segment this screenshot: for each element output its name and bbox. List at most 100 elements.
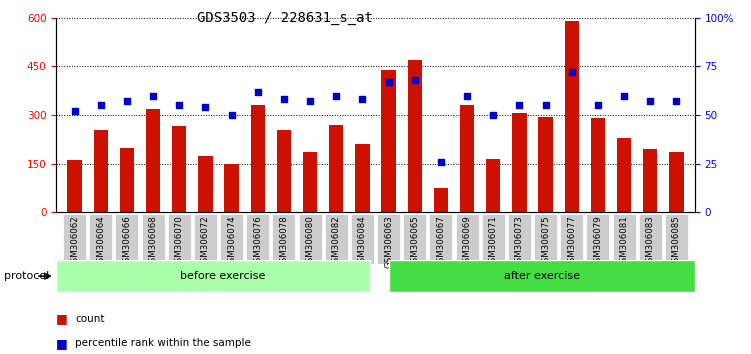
- Bar: [276, 130, 291, 212]
- Bar: [56, 260, 370, 292]
- Bar: [613, 214, 635, 264]
- Text: GSM306063: GSM306063: [384, 216, 393, 268]
- Bar: [638, 214, 662, 264]
- Point: [618, 93, 630, 98]
- Text: GSM306066: GSM306066: [122, 216, 131, 268]
- Point: [382, 79, 394, 85]
- Point: [539, 103, 551, 108]
- Bar: [643, 149, 657, 212]
- Bar: [273, 214, 295, 264]
- Point: [330, 93, 342, 98]
- Text: GSM306062: GSM306062: [70, 216, 79, 268]
- Bar: [142, 214, 164, 264]
- Text: GSM306069: GSM306069: [463, 216, 472, 268]
- Text: after exercise: after exercise: [504, 271, 580, 281]
- Bar: [560, 214, 584, 264]
- Point: [304, 98, 316, 104]
- Bar: [119, 148, 134, 212]
- Bar: [486, 159, 500, 212]
- Bar: [587, 214, 609, 264]
- Point: [461, 93, 473, 98]
- Bar: [167, 214, 191, 264]
- Bar: [172, 126, 186, 212]
- Bar: [246, 214, 270, 264]
- Bar: [377, 214, 400, 264]
- Point: [121, 98, 133, 104]
- Text: GSM306085: GSM306085: [672, 216, 681, 268]
- Text: GSM306075: GSM306075: [541, 216, 550, 268]
- Text: percentile rank within the sample: percentile rank within the sample: [75, 338, 251, 348]
- Bar: [430, 214, 452, 264]
- Text: count: count: [75, 314, 104, 324]
- Point: [173, 103, 185, 108]
- Point: [357, 97, 369, 102]
- Bar: [299, 214, 321, 264]
- Point: [435, 159, 447, 165]
- Text: GSM306080: GSM306080: [306, 216, 315, 268]
- Text: GSM306084: GSM306084: [358, 216, 367, 268]
- Text: GSM306072: GSM306072: [201, 216, 210, 268]
- Text: ■: ■: [56, 312, 68, 325]
- Bar: [68, 160, 82, 212]
- Bar: [456, 214, 478, 264]
- Bar: [408, 60, 422, 212]
- Text: GSM306083: GSM306083: [646, 216, 655, 268]
- Text: GSM306074: GSM306074: [227, 216, 236, 268]
- Point: [252, 89, 264, 95]
- Text: GSM306081: GSM306081: [620, 216, 629, 268]
- Bar: [225, 164, 239, 212]
- Text: protocol: protocol: [4, 271, 49, 281]
- Bar: [220, 214, 243, 264]
- Bar: [508, 214, 531, 264]
- Bar: [434, 188, 448, 212]
- Point: [95, 103, 107, 108]
- Bar: [251, 105, 265, 212]
- Bar: [481, 214, 505, 264]
- Bar: [94, 130, 108, 212]
- Point: [592, 103, 604, 108]
- Bar: [617, 138, 632, 212]
- Text: GSM306064: GSM306064: [96, 216, 105, 268]
- Point: [278, 97, 290, 102]
- Text: GSM306077: GSM306077: [567, 216, 576, 268]
- Bar: [355, 144, 369, 212]
- Point: [514, 103, 526, 108]
- Bar: [460, 105, 475, 212]
- Bar: [351, 214, 374, 264]
- Text: before exercise: before exercise: [179, 271, 265, 281]
- Text: ■: ■: [56, 337, 68, 350]
- Bar: [198, 156, 213, 212]
- Bar: [565, 21, 579, 212]
- Bar: [146, 109, 160, 212]
- Bar: [324, 214, 348, 264]
- Bar: [538, 117, 553, 212]
- Text: GSM306070: GSM306070: [175, 216, 184, 268]
- Bar: [303, 152, 317, 212]
- Bar: [591, 118, 605, 212]
- Bar: [403, 214, 427, 264]
- Text: GDS3503 / 228631_s_at: GDS3503 / 228631_s_at: [198, 11, 373, 25]
- Bar: [388, 260, 695, 292]
- Point: [200, 104, 212, 110]
- Point: [147, 93, 159, 98]
- Bar: [329, 125, 343, 212]
- Text: GSM306082: GSM306082: [332, 216, 341, 268]
- Point: [225, 112, 237, 118]
- Point: [671, 98, 683, 104]
- Point: [409, 77, 421, 83]
- Bar: [382, 70, 396, 212]
- Bar: [669, 152, 683, 212]
- Point: [487, 112, 499, 118]
- Text: GSM306078: GSM306078: [279, 216, 288, 268]
- Point: [68, 108, 80, 114]
- Text: GSM306067: GSM306067: [436, 216, 445, 268]
- Text: GSM306076: GSM306076: [253, 216, 262, 268]
- Text: GSM306079: GSM306079: [593, 216, 602, 268]
- Bar: [63, 214, 86, 264]
- Point: [566, 69, 578, 75]
- Bar: [89, 214, 113, 264]
- Bar: [116, 214, 138, 264]
- Bar: [534, 214, 557, 264]
- Bar: [512, 113, 526, 212]
- Text: GSM306071: GSM306071: [489, 216, 498, 268]
